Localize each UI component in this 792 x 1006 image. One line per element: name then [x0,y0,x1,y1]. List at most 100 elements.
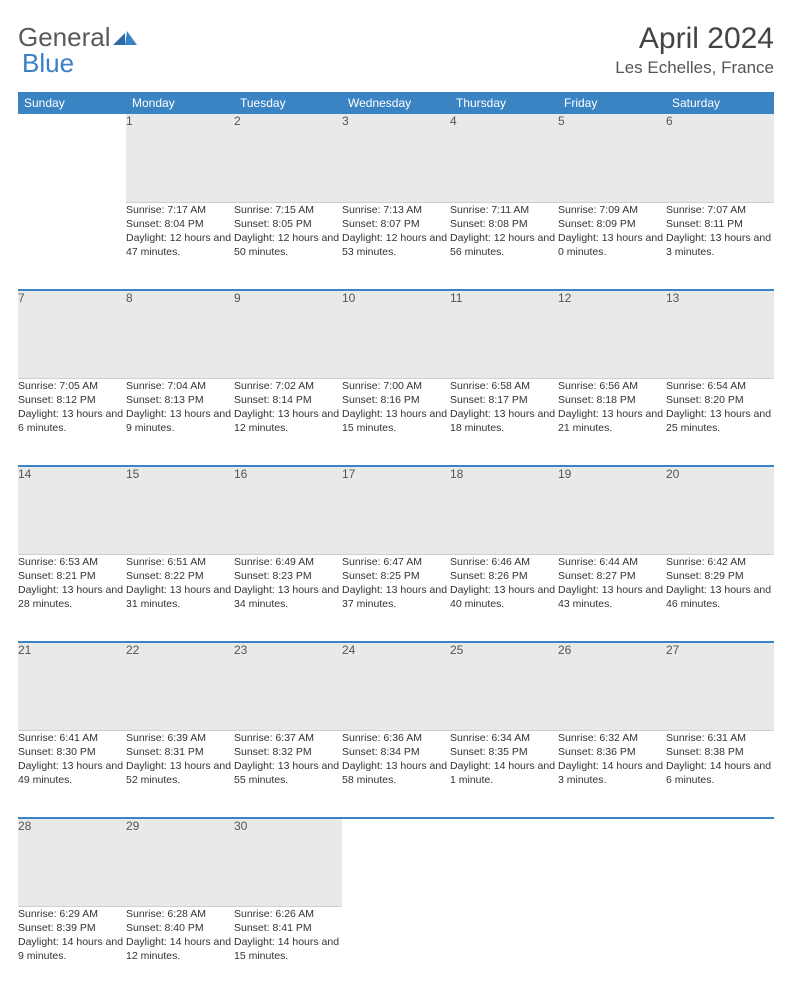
sunrise-line: Sunrise: 6:47 AM [342,555,450,569]
weekday-header: Wednesday [342,92,450,114]
day-number-cell: 21 [18,642,126,730]
weekday-header: Tuesday [234,92,342,114]
sunrise-line: Sunrise: 6:49 AM [234,555,342,569]
sunset-line: Sunset: 8:40 PM [126,921,234,935]
day-content-cell: Sunrise: 6:26 AMSunset: 8:41 PMDaylight:… [234,906,342,994]
day-number-cell: 8 [126,290,234,378]
day-content-cell: Sunrise: 6:41 AMSunset: 8:30 PMDaylight:… [18,730,126,818]
daylight-line: Daylight: 13 hours and 49 minutes. [18,759,126,787]
sunset-line: Sunset: 8:21 PM [18,569,126,583]
sunrise-line: Sunrise: 7:11 AM [450,203,558,217]
sunrise-line: Sunrise: 6:28 AM [126,907,234,921]
day-number-cell: 3 [342,114,450,202]
sunrise-line: Sunrise: 6:37 AM [234,731,342,745]
day-content-cell [450,906,558,994]
sunset-line: Sunset: 8:17 PM [450,393,558,407]
day-number-cell [666,818,774,906]
day-content-cell: Sunrise: 7:11 AMSunset: 8:08 PMDaylight:… [450,202,558,290]
sunset-line: Sunset: 8:20 PM [666,393,774,407]
daylight-line: Daylight: 12 hours and 47 minutes. [126,231,234,259]
day-number-cell: 27 [666,642,774,730]
day-number-cell: 29 [126,818,234,906]
day-content-cell: Sunrise: 7:15 AMSunset: 8:05 PMDaylight:… [234,202,342,290]
daylight-line: Daylight: 13 hours and 31 minutes. [126,583,234,611]
day-number-cell: 30 [234,818,342,906]
sunrise-line: Sunrise: 7:13 AM [342,203,450,217]
sunset-line: Sunset: 8:05 PM [234,217,342,231]
content-row: Sunrise: 7:17 AMSunset: 8:04 PMDaylight:… [18,202,774,290]
day-number-cell: 7 [18,290,126,378]
day-number-cell: 2 [234,114,342,202]
day-content-cell [558,906,666,994]
sunrise-line: Sunrise: 7:17 AM [126,203,234,217]
daylight-line: Daylight: 13 hours and 52 minutes. [126,759,234,787]
day-number-cell: 6 [666,114,774,202]
day-number-cell: 19 [558,466,666,554]
weekday-header: Monday [126,92,234,114]
daylight-line: Daylight: 13 hours and 55 minutes. [234,759,342,787]
sunset-line: Sunset: 8:30 PM [18,745,126,759]
daylight-line: Daylight: 13 hours and 34 minutes. [234,583,342,611]
weekday-header: Sunday [18,92,126,114]
sunset-line: Sunset: 8:12 PM [18,393,126,407]
sunrise-line: Sunrise: 6:31 AM [666,731,774,745]
sunset-line: Sunset: 8:35 PM [450,745,558,759]
day-number-cell: 12 [558,290,666,378]
day-number-cell: 20 [666,466,774,554]
day-content-cell: Sunrise: 6:37 AMSunset: 8:32 PMDaylight:… [234,730,342,818]
day-content-cell: Sunrise: 7:07 AMSunset: 8:11 PMDaylight:… [666,202,774,290]
sunrise-line: Sunrise: 7:02 AM [234,379,342,393]
logo-text-2: Blue [22,48,74,79]
day-number-cell: 10 [342,290,450,378]
sunset-line: Sunset: 8:34 PM [342,745,450,759]
sunset-line: Sunset: 8:16 PM [342,393,450,407]
sunrise-line: Sunrise: 6:51 AM [126,555,234,569]
day-content-cell: Sunrise: 7:02 AMSunset: 8:14 PMDaylight:… [234,378,342,466]
weekday-header: Friday [558,92,666,114]
daylight-line: Daylight: 13 hours and 37 minutes. [342,583,450,611]
day-content-cell: Sunrise: 6:34 AMSunset: 8:35 PMDaylight:… [450,730,558,818]
day-content-cell [666,906,774,994]
daylight-line: Daylight: 13 hours and 3 minutes. [666,231,774,259]
content-row: Sunrise: 7:05 AMSunset: 8:12 PMDaylight:… [18,378,774,466]
day-number-cell: 9 [234,290,342,378]
day-number-cell: 18 [450,466,558,554]
day-content-cell: Sunrise: 6:28 AMSunset: 8:40 PMDaylight:… [126,906,234,994]
weekday-header: Saturday [666,92,774,114]
daylight-line: Daylight: 14 hours and 15 minutes. [234,935,342,963]
sunrise-line: Sunrise: 6:32 AM [558,731,666,745]
day-content-cell: Sunrise: 7:13 AMSunset: 8:07 PMDaylight:… [342,202,450,290]
day-number-cell: 17 [342,466,450,554]
day-content-cell: Sunrise: 6:36 AMSunset: 8:34 PMDaylight:… [342,730,450,818]
sunrise-line: Sunrise: 6:53 AM [18,555,126,569]
daylight-line: Daylight: 13 hours and 40 minutes. [450,583,558,611]
day-content-cell: Sunrise: 7:17 AMSunset: 8:04 PMDaylight:… [126,202,234,290]
sunrise-line: Sunrise: 6:39 AM [126,731,234,745]
daylight-line: Daylight: 13 hours and 43 minutes. [558,583,666,611]
weekday-header-row: Sunday Monday Tuesday Wednesday Thursday… [18,92,774,114]
daylight-line: Daylight: 13 hours and 18 minutes. [450,407,558,435]
sunset-line: Sunset: 8:04 PM [126,217,234,231]
day-number-cell [558,818,666,906]
day-number-cell [18,114,126,202]
day-content-cell: Sunrise: 6:58 AMSunset: 8:17 PMDaylight:… [450,378,558,466]
day-number-cell: 28 [18,818,126,906]
sunrise-line: Sunrise: 6:41 AM [18,731,126,745]
day-number-cell [342,818,450,906]
daylight-line: Daylight: 13 hours and 25 minutes. [666,407,774,435]
day-number-cell: 23 [234,642,342,730]
logo-mark-icon [113,29,139,47]
day-content-cell: Sunrise: 6:51 AMSunset: 8:22 PMDaylight:… [126,554,234,642]
day-content-cell: Sunrise: 6:31 AMSunset: 8:38 PMDaylight:… [666,730,774,818]
sunset-line: Sunset: 8:26 PM [450,569,558,583]
location-label: Les Echelles, France [615,58,774,78]
daylight-line: Daylight: 12 hours and 53 minutes. [342,231,450,259]
sunrise-line: Sunrise: 6:56 AM [558,379,666,393]
sunrise-line: Sunrise: 6:58 AM [450,379,558,393]
daylight-line: Daylight: 12 hours and 50 minutes. [234,231,342,259]
sunrise-line: Sunrise: 6:26 AM [234,907,342,921]
day-content-cell: Sunrise: 6:42 AMSunset: 8:29 PMDaylight:… [666,554,774,642]
sunrise-line: Sunrise: 6:42 AM [666,555,774,569]
day-content-cell [18,202,126,290]
sunset-line: Sunset: 8:32 PM [234,745,342,759]
